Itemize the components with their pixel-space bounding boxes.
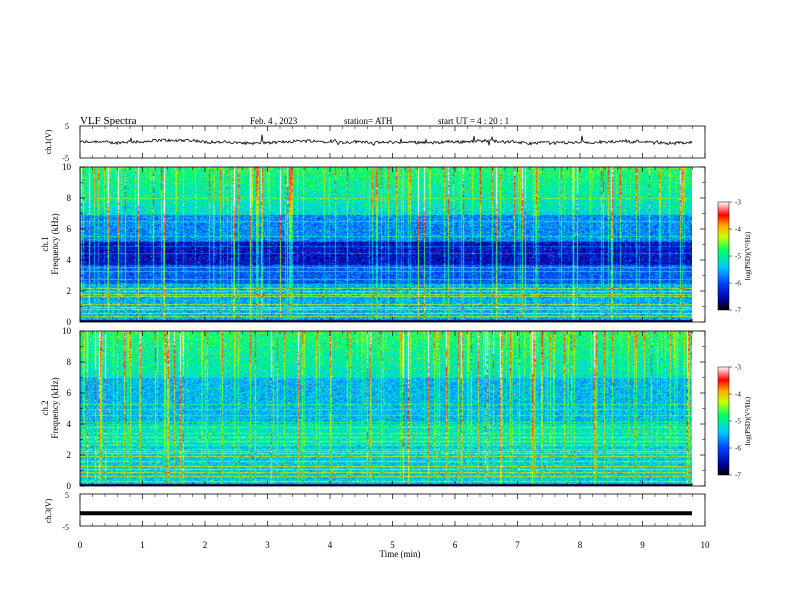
date-label: Feb. 4 , 2023	[250, 116, 298, 126]
time-tick-label: 8	[578, 540, 583, 550]
spec2-ytick-label: 8	[67, 357, 72, 367]
ch1-spectrogram-yticks: 0 2 4 6 8 10	[62, 162, 705, 327]
ch2-colorbar-tick-label: -5	[735, 418, 741, 426]
ch1-xticks	[79, 126, 706, 158]
ch1-colorbar-tick-label: -3	[735, 199, 741, 207]
ch3-xticks	[79, 494, 706, 526]
time-tick-label: 0	[78, 540, 83, 550]
ch3-waveform-ylabel: ch.3(V)	[44, 498, 53, 523]
time-tick-label: 4	[328, 540, 333, 550]
spec1-ytick-label: 8	[67, 193, 72, 203]
spec2-ytick-label: 4	[67, 419, 72, 429]
time-tick-label: 3	[265, 540, 270, 550]
ch3-ytick-bottom: -5	[62, 523, 69, 532]
ch1-colorbar-tick-label: -7	[735, 307, 741, 315]
spec2-ytick-label: 6	[67, 388, 72, 398]
ch1-colorbar-label: log(PSD)(V²/Hz)	[744, 231, 752, 280]
ch3-ytick-top: 5	[65, 491, 69, 500]
ch2-colorbar-tick-label: -3	[735, 364, 741, 372]
ch2-spectrogram-channel-label: ch.2	[40, 400, 50, 415]
time-axis-tick-labels: 0 1 2 3 4 5 6 7 8 9 10	[78, 540, 710, 550]
ch1-ytick-top: 5	[65, 122, 69, 131]
time-tick-label: 9	[640, 540, 645, 550]
spec1-ytick-label: 10	[62, 162, 72, 172]
spec2-ytick-label: 0	[67, 481, 72, 491]
station-label: station= ATH	[344, 116, 393, 126]
time-axis-label: Time (min)	[380, 549, 421, 559]
ch1-colorbar-tick-label: -5	[735, 253, 741, 261]
start-time-label: start UT = 4 : 20 : 1	[438, 116, 509, 126]
ch2-colorbar-ticks: -3 -4 -5 -6 -7	[729, 364, 741, 480]
ch1-spectrogram-channel-label: ch.1	[40, 236, 50, 251]
figure-title: VLF Spectra	[80, 115, 137, 127]
ch1-colorbar-tick-label: -6	[735, 280, 741, 288]
ch1-spectrogram-xticks	[79, 167, 706, 322]
ch1-waveform-ylabel: ch.1(V)	[44, 129, 53, 154]
time-tick-label: 2	[203, 540, 208, 550]
ch1-spectrogram-image	[80, 167, 692, 322]
ch2-spectrogram-xticks	[79, 331, 706, 486]
time-tick-label: 6	[453, 540, 458, 550]
ch1-spectrogram-ylabel: Frequency (kHz)	[50, 213, 60, 274]
spec2-ytick-label: 10	[62, 326, 72, 336]
ch1-ytick-bottom: -5	[62, 154, 69, 163]
ch2-colorbar-tick-label: -6	[735, 445, 741, 453]
spec2-ytick-label: 2	[67, 450, 72, 460]
ch3-waveform-frame	[79, 493, 706, 527]
ch3-waveform-panel: 5 -5 ch.3(V) 0 1 2 3 4 5 6 7 8 9 10 Time (min)	[44, 491, 710, 559]
time-tick-label: 5	[390, 540, 395, 550]
ch2-colorbar-tick-label: -4	[735, 391, 741, 399]
ch2-spectrogram-yticks: 0 2 4 6 8 10	[62, 326, 705, 491]
ch2-colorbar-label: log(PSD)(V²/Hz)	[744, 396, 752, 445]
spec1-ytick-label: 0	[67, 317, 72, 327]
ch2-spectrogram-image	[80, 331, 692, 486]
time-tick-label: 10	[701, 540, 711, 550]
ch1-waveform-panel: 5 -5 ch.1(V)	[44, 122, 706, 163]
ch1-waveform-trace	[79, 134, 693, 147]
ch1-colorbar	[717, 201, 730, 311]
spec1-ytick-label: 4	[67, 255, 72, 265]
ch2-colorbar	[717, 366, 730, 476]
ch2-spectrogram-ylabel: Frequency (kHz)	[50, 377, 60, 438]
time-tick-label: 1	[140, 540, 145, 550]
ch2-colorbar-tick-label: -7	[735, 472, 741, 480]
time-tick-label: 7	[515, 540, 520, 550]
ch1-colorbar-tick-label: -4	[735, 226, 741, 234]
spec1-ytick-label: 2	[67, 286, 72, 296]
ch1-colorbar-ticks: -3 -4 -5 -6 -7	[729, 199, 741, 315]
spec1-ytick-label: 6	[67, 224, 72, 234]
